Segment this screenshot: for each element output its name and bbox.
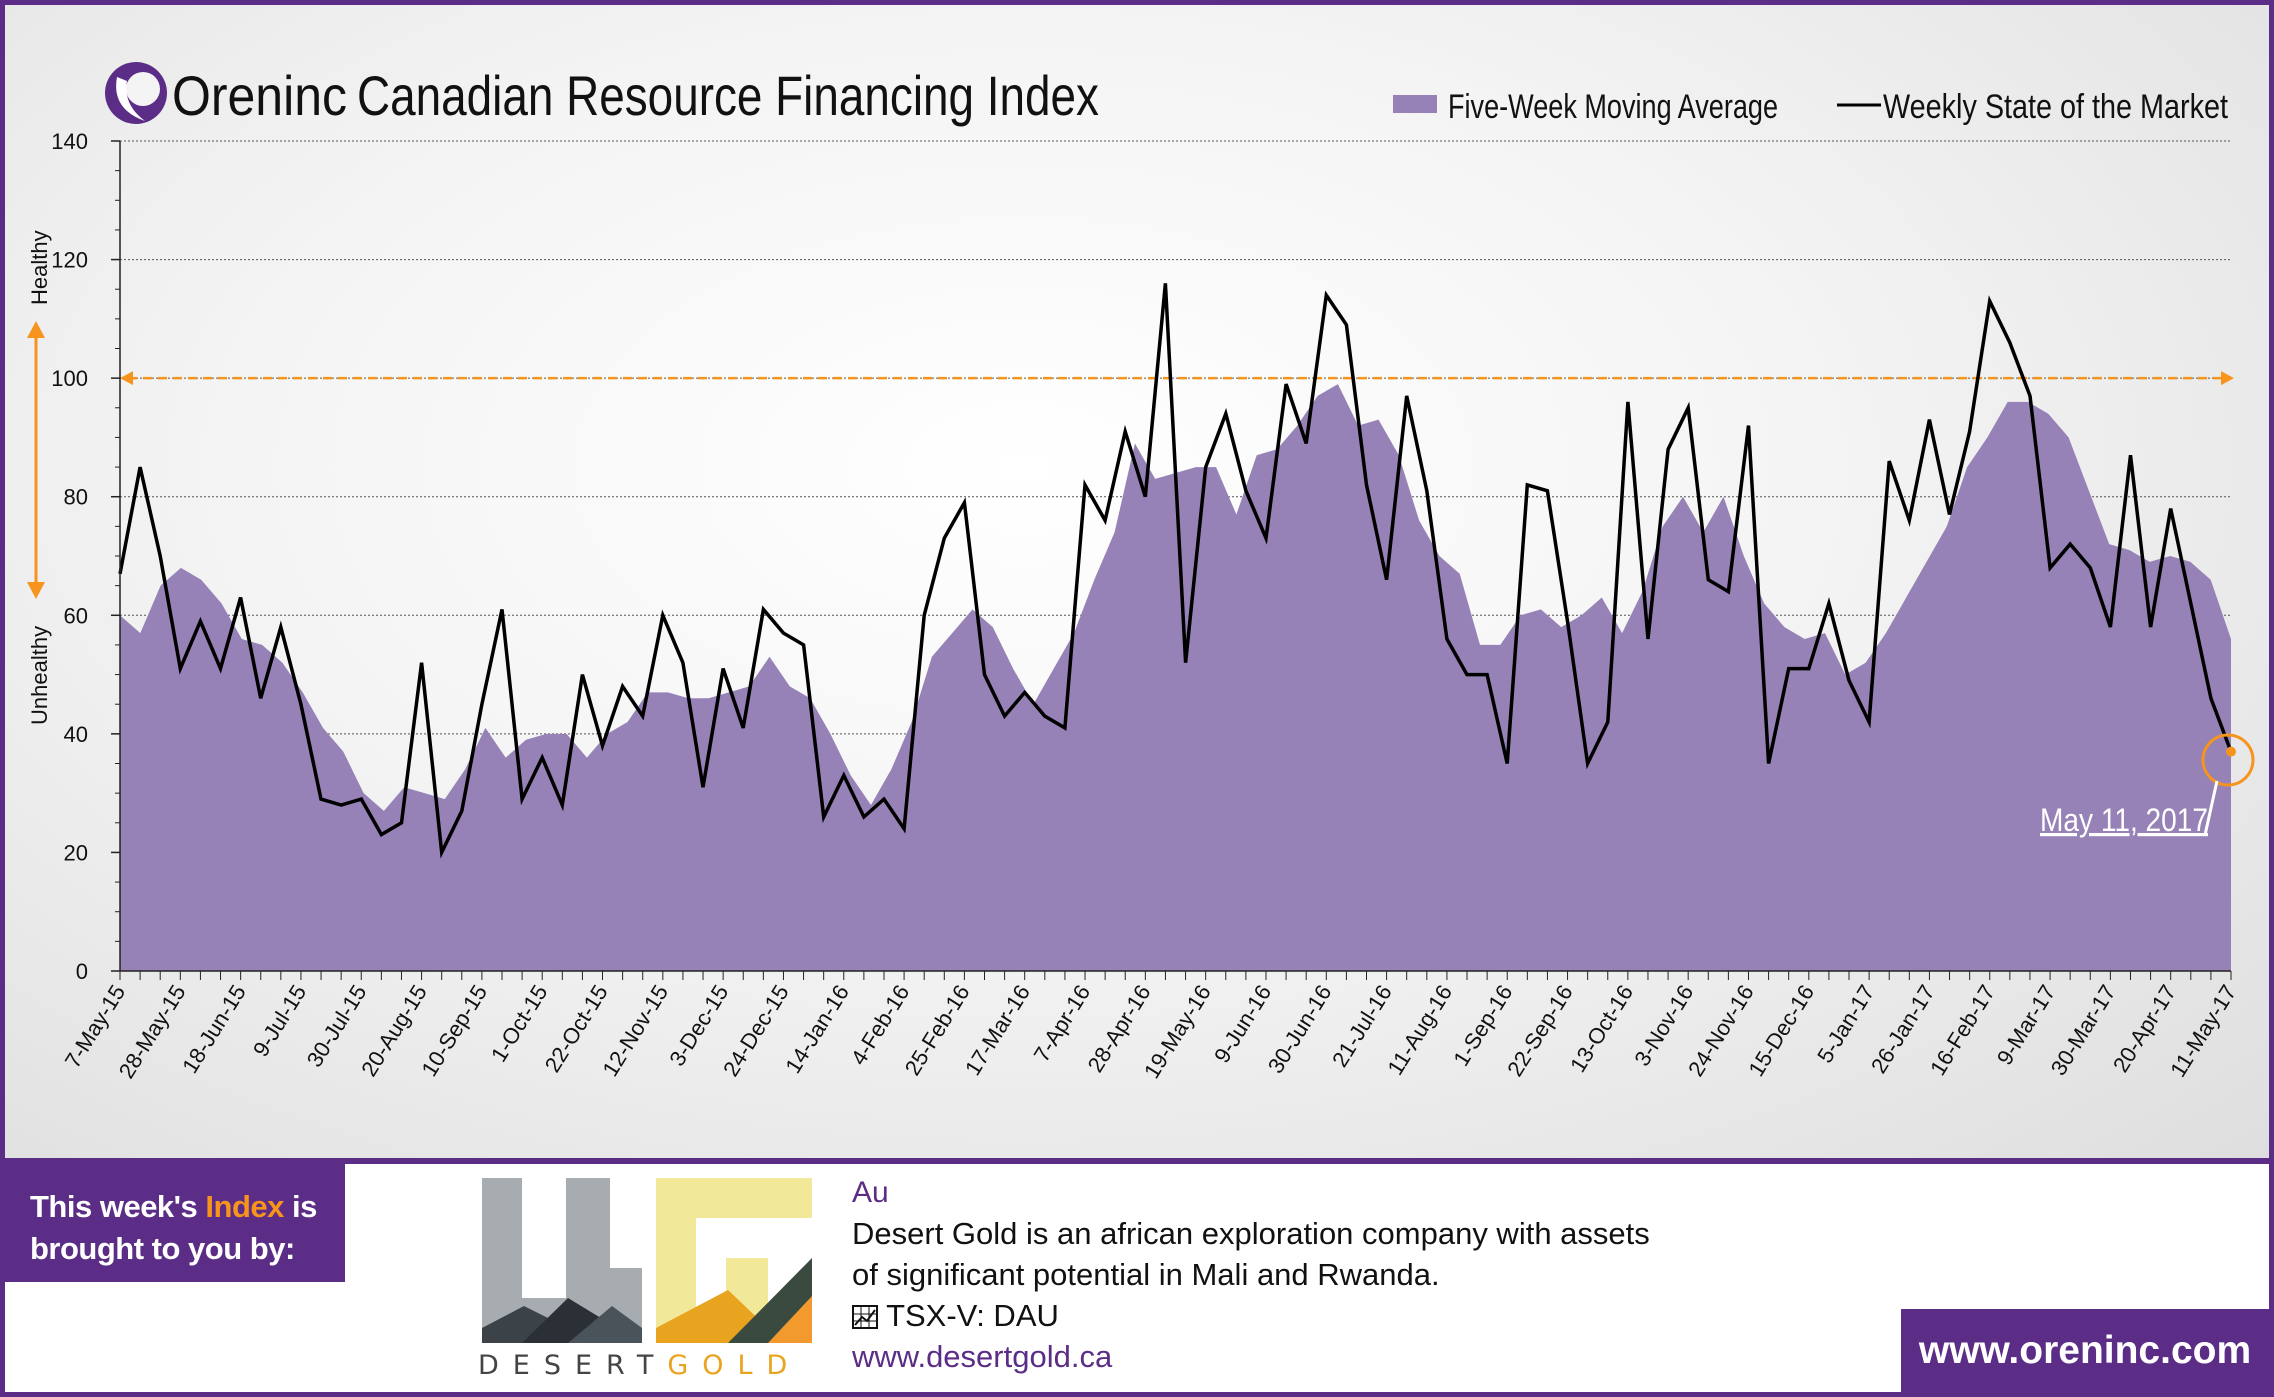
- logo-word-desert: DESERT: [478, 1350, 668, 1381]
- arrow-down-icon: [27, 582, 45, 599]
- brand-name: Oreninc: [172, 64, 347, 127]
- legend-label-weekly: Weekly State of the Market: [1883, 88, 2228, 126]
- threshold-arrow-left-icon: [120, 371, 133, 386]
- unhealthy-label: Unhealthy: [27, 626, 52, 725]
- threshold-arrow-right-icon: [2221, 371, 2234, 386]
- y-tick-label: 100: [51, 366, 88, 391]
- oreninc-website-link[interactable]: www.oreninc.com: [1901, 1309, 2269, 1392]
- healthy-label: Healthy: [27, 230, 52, 305]
- legend-swatch-area: [1393, 95, 1437, 113]
- x-tick-label: 21-Jul-16: [1327, 980, 1397, 1071]
- y-tick-label: 0: [76, 959, 88, 984]
- element-symbol: Au: [852, 1176, 889, 1209]
- x-tick-label: 3-Dec-15: [664, 980, 733, 1070]
- y-tick-label: 60: [64, 603, 88, 628]
- x-tick-label: 9-Mar-17: [1992, 980, 2060, 1069]
- series-area-moving-average: [120, 384, 2231, 972]
- sponsor-description-line1: Desert Gold is an african exploration co…: [852, 1216, 1650, 1251]
- x-tick-label: 9-Jul-15: [248, 980, 311, 1061]
- desert-gold-logo: [482, 1178, 812, 1343]
- x-tick-label: 1-Sep-16: [1448, 980, 1517, 1070]
- arrow-up-icon: [27, 321, 45, 338]
- sponsor-intro-highlight: Index: [205, 1189, 284, 1224]
- legend-label-moving-average: Five-Week Moving Average: [1448, 88, 1778, 126]
- logo-wordmark: DESERTGOLD: [478, 1350, 818, 1381]
- sponsor-intro-suffix: is: [283, 1189, 317, 1224]
- series-line-weekly: [118, 283, 2233, 859]
- y-tick-label: 120: [51, 248, 88, 273]
- current-date-label: May 11, 2017: [2040, 802, 2208, 838]
- current-point-ring: [2201, 733, 2255, 787]
- x-tick-label: 5-Jan-17: [1812, 980, 1879, 1067]
- y-tick-label: 80: [64, 485, 88, 510]
- current-point-marker: [2226, 746, 2236, 757]
- y-tick-label: 20: [64, 840, 88, 865]
- chart-icon: [852, 1305, 878, 1329]
- sponsor-intro-line2: brought to you by:: [30, 1231, 295, 1266]
- y-tick-label: 140: [51, 129, 88, 154]
- divider: [0, 1158, 2274, 1164]
- chart-title: Canadian Resource Financing Index: [357, 64, 1099, 127]
- oreninc-logo-icon: [105, 62, 167, 124]
- x-tick-label: 1-Oct-15: [486, 980, 553, 1066]
- y-tick-label: 40: [64, 722, 88, 747]
- sponsor-details: Au Desert Gold is an african exploration…: [852, 1172, 1652, 1377]
- chart: Oreninc Canadian Resource Financing Inde…: [27, 62, 2255, 1083]
- sponsor-website-link[interactable]: www.desertgold.ca: [852, 1339, 1113, 1374]
- x-tick-label: 9-Jun-16: [1209, 980, 1276, 1067]
- ticker-label: TSX-V: DAU: [886, 1298, 1059, 1333]
- logo-word-gold: GOLD: [667, 1350, 802, 1381]
- x-tick-label: 7-Apr-16: [1029, 980, 1096, 1066]
- sponsor-description-line2: of significant potential in Mali and Rwa…: [852, 1257, 1440, 1292]
- x-tick-label: 4-Feb-16: [846, 980, 915, 1069]
- x-tick-label: 30-Jul-15: [302, 980, 372, 1071]
- chart-panel: Oreninc Canadian Resource Financing Inde…: [5, 5, 2269, 1162]
- callout-leader: [2203, 780, 2219, 836]
- sponsor-intro: This week's Index is brought to you by:: [5, 1164, 345, 1282]
- x-tick-label: 3-Nov-16: [1629, 980, 1698, 1070]
- sponsor-intro-prefix: This week's: [30, 1189, 206, 1224]
